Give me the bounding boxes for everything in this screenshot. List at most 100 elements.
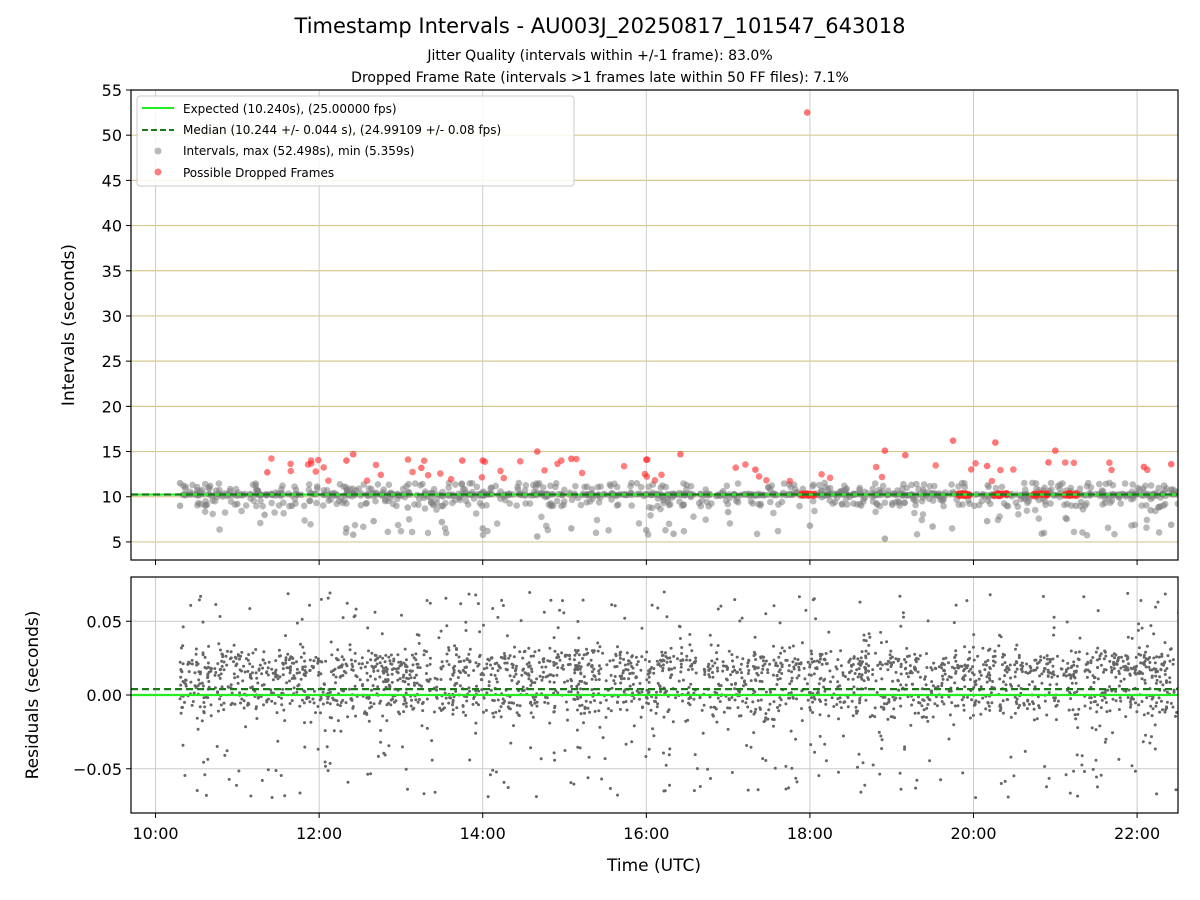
interval-point (708, 500, 715, 507)
residual-point (1031, 700, 1034, 704)
residual-point (952, 723, 956, 727)
residual-point (485, 666, 489, 670)
residual-point (600, 777, 604, 781)
residual-point (201, 651, 205, 655)
residual-point (394, 699, 398, 703)
residual-point (803, 677, 807, 681)
residual-point (984, 707, 988, 711)
interval-point (775, 501, 782, 508)
residual-point (777, 709, 781, 713)
interval-point (488, 484, 495, 492)
residual-point (386, 673, 390, 677)
residual-point (985, 675, 989, 679)
residual-point (878, 772, 882, 776)
residual-point (1048, 683, 1052, 687)
residual-point (764, 612, 768, 616)
dropped-frame-point (458, 457, 466, 464)
interval-point (521, 487, 529, 494)
residual-point (361, 684, 364, 688)
residual-point (963, 685, 967, 689)
residual-point (326, 769, 330, 773)
residual-point (1010, 684, 1014, 688)
jitter-subtitle: Jitter Quality (intervals within +/-1 fr… (427, 48, 773, 64)
residual-point (676, 690, 679, 694)
residual-point (660, 659, 663, 663)
residual-point (334, 675, 338, 679)
residual-point (613, 675, 617, 678)
residual-point (451, 712, 455, 716)
residual-point (940, 684, 944, 688)
residual-point (588, 710, 592, 714)
residual-point (829, 650, 833, 653)
residual-point (681, 658, 685, 662)
residual-point (1077, 707, 1081, 711)
residual-point (618, 656, 622, 660)
residual-point (270, 699, 274, 703)
residual-point (918, 675, 922, 679)
residual-point (1017, 653, 1021, 657)
residual-point (241, 679, 245, 683)
residual-point (1104, 701, 1108, 704)
residual-point (972, 703, 976, 707)
interval-point (929, 523, 936, 530)
residual-point (587, 755, 591, 759)
residual-point (931, 684, 935, 688)
residual-point (618, 661, 622, 665)
interval-point (734, 499, 742, 506)
dropped-frame-point (786, 477, 794, 485)
residual-point (507, 656, 511, 660)
residual-point (308, 700, 312, 704)
residual-point (219, 703, 223, 707)
residual-point (647, 660, 651, 663)
residual-point (746, 664, 749, 668)
residual-point (279, 654, 282, 658)
residual-point (1133, 668, 1137, 672)
residual-point (973, 701, 977, 704)
residual-point (1009, 715, 1013, 719)
residual-point (808, 691, 812, 694)
residual-point (569, 781, 573, 785)
residual-point (791, 696, 795, 700)
residual-point (398, 677, 402, 681)
interval-point (919, 511, 927, 518)
residual-point (756, 699, 760, 703)
residual-point (956, 704, 960, 708)
residual-point (1096, 609, 1100, 613)
residual-point (210, 667, 213, 671)
residual-point (793, 657, 797, 661)
residual-point (575, 728, 579, 732)
residual-point (308, 658, 312, 662)
residual-point (789, 691, 793, 695)
residual-point (330, 653, 334, 657)
residual-point (971, 671, 974, 675)
residual-point (1078, 636, 1082, 640)
residual-point (413, 676, 417, 680)
residual-point (768, 662, 772, 666)
residual-point (1091, 767, 1095, 771)
interval-point (307, 521, 314, 528)
residual-point (1155, 792, 1159, 796)
residual-point (805, 682, 809, 686)
residual-y-tick-label: 0.00 (86, 686, 122, 705)
residual-point (1129, 705, 1132, 709)
residual-point (379, 729, 383, 732)
residual-point (753, 667, 757, 671)
interval-point (216, 486, 223, 494)
residual-point (882, 707, 886, 711)
residual-point (1074, 681, 1078, 685)
residual-point (234, 656, 238, 660)
residual-point (1150, 735, 1153, 739)
residual-point (947, 695, 951, 699)
residual-point (622, 677, 626, 681)
residual-point (725, 668, 729, 671)
residual-point (573, 671, 577, 675)
residual-point (179, 646, 183, 650)
residual-point (599, 667, 603, 671)
residual-point (1015, 643, 1019, 647)
residual-point (1017, 684, 1021, 688)
residual-point (189, 680, 193, 684)
residual-point (1005, 670, 1009, 674)
residual-point (430, 739, 434, 743)
residual-point (506, 786, 510, 789)
